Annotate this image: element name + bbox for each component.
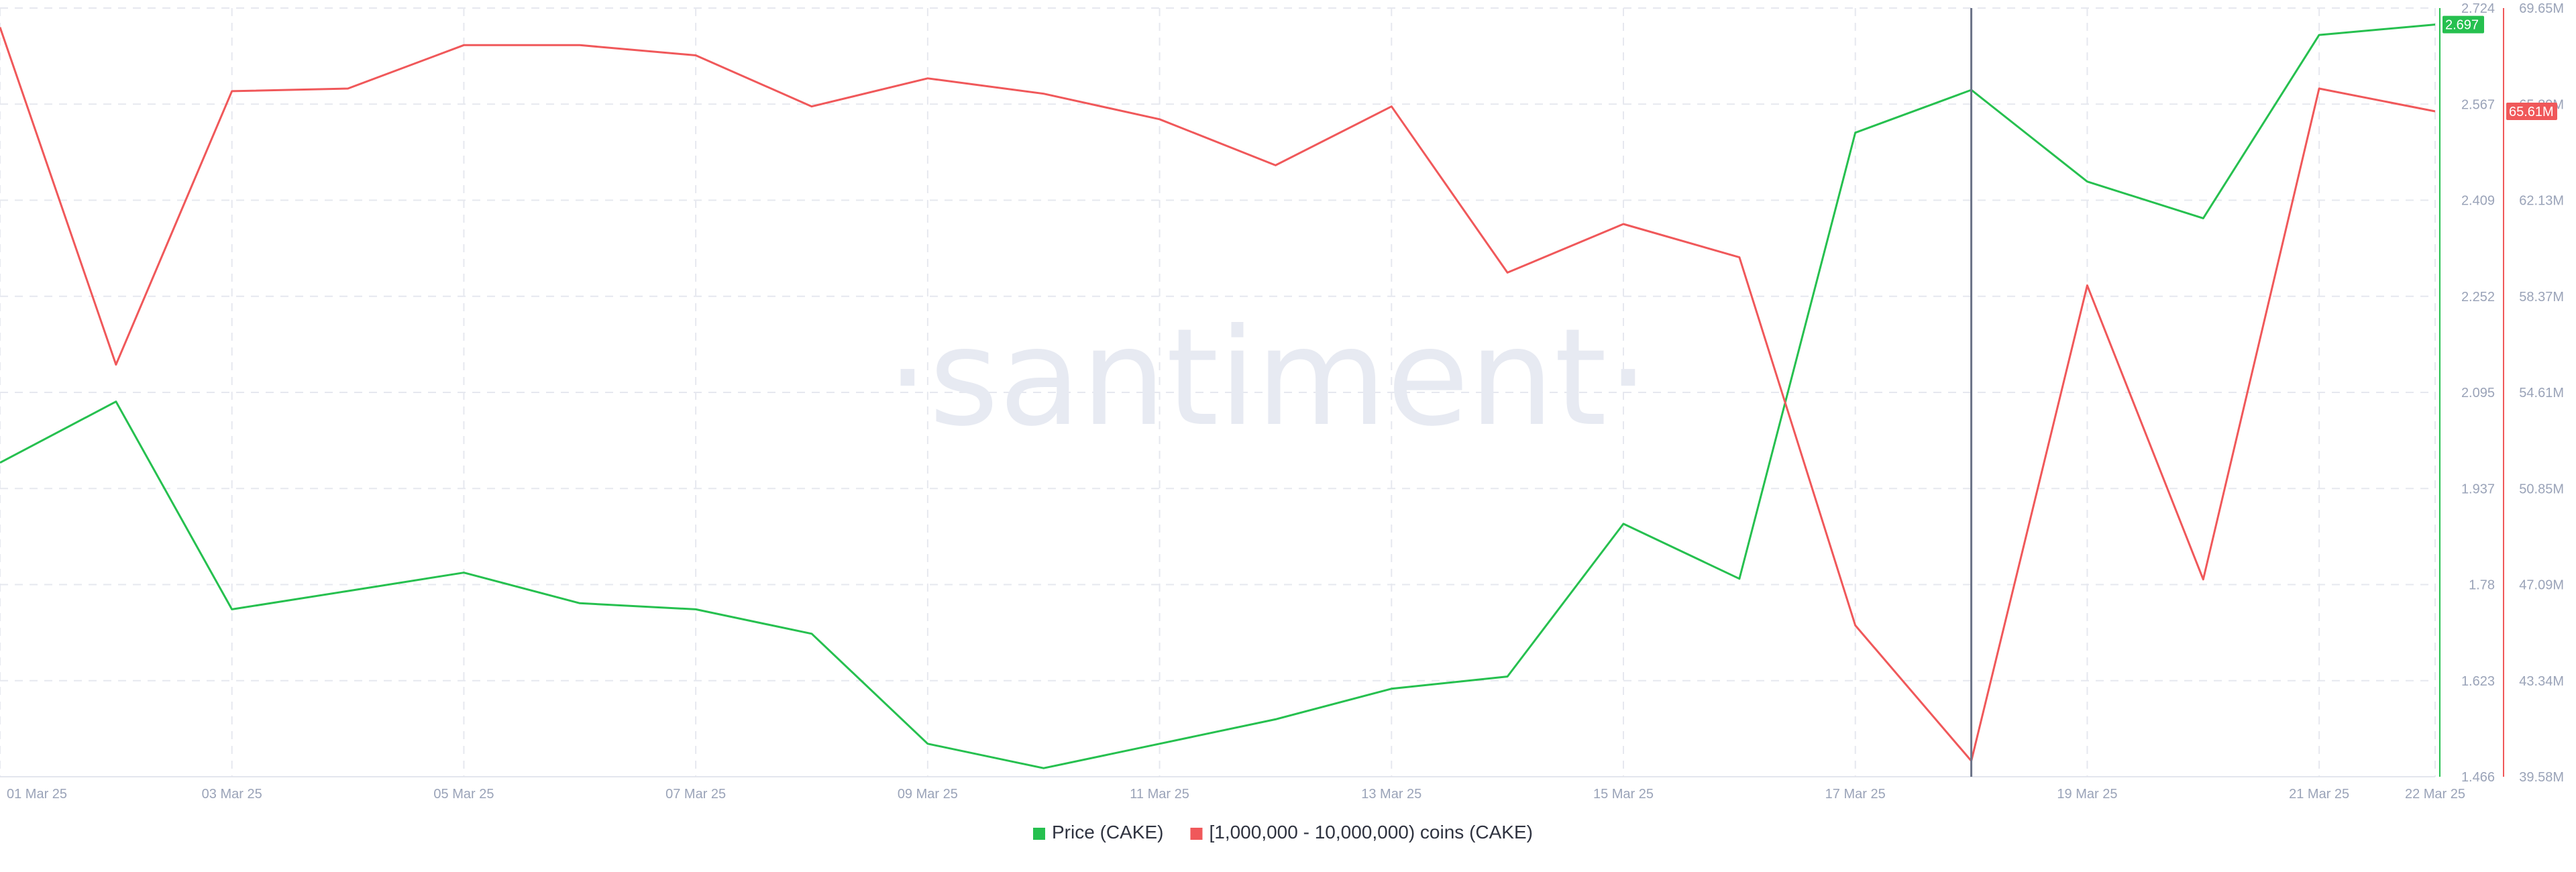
right-axis-tick: 54.61M [2519,386,2564,400]
left-axis-tick: 1.466 [2461,770,2495,785]
left-axis-tick: 1.78 [2469,578,2495,593]
x-axis: 01 Mar 25 03 Mar 25 05 Mar 25 07 Mar 25 09 M… [0,776,2465,802]
left-axis-tick: 2.567 [2461,97,2495,112]
holders-series-line [0,27,2436,762]
x-axis-tick: 11 Mar 25 [1130,787,1189,802]
price-value-badge [2443,15,2484,34]
x-axis-tick: 01 Mar 25 [7,787,67,802]
x-axis-tick: 13 Mar 25 [1361,787,1421,802]
legend[interactable]: Price (CAKE) [1,000,000 - 10,000,000) co… [1033,822,1533,842]
x-axis-tick: 19 Mar 25 [2057,787,2117,802]
x-axis-tick: 07 Mar 25 [665,787,726,802]
watermark: ·santiment· [886,300,1650,456]
right-axis-tick: 43.34M [2519,674,2564,689]
price-series-line [0,23,2436,769]
x-axis-tick: 03 Mar 25 [202,787,262,802]
legend-label-holders[interactable]: [1,000,000 - 10,000,000) coins (CAKE) [1209,822,1533,842]
x-axis-tick: 22 Mar 25 [2405,787,2465,802]
x-axis-tick: 21 Mar 25 [2289,787,2349,802]
x-axis-tick: 17 Mar 25 [1825,787,1886,802]
left-axis-tick: 1.623 [2461,674,2495,689]
right-axis-tick: 39.58M [2519,770,2564,785]
legend-label-price[interactable]: Price (CAKE) [1052,822,1163,842]
holders-value-badge [2506,102,2557,120]
value-badges: 2.697 65.61M [2443,15,2557,120]
left-axis: 2.724 2.567 2.409 2.252 2.095 1.937 1.78 1.623 1… [2439,1,2495,785]
right-axis-tick: 62.13M [2519,194,2564,209]
x-axis-tick: 15 Mar 25 [1593,787,1654,802]
legend-swatch-holders [1190,828,1203,840]
left-axis-tick: 2.409 [2461,194,2495,209]
x-axis-tick: 05 Mar 25 [433,787,494,802]
left-axis-tick: 2.095 [2461,386,2495,400]
series-lines [0,23,2436,769]
right-axis-tick: 58.37M [2519,290,2564,305]
left-axis-tick: 2.252 [2461,290,2495,305]
grid [0,7,2436,777]
left-axis-tick: 1.937 [2461,482,2495,496]
holders-value-label: 65.61M [2509,105,2554,119]
legend-swatch-price [1033,828,1045,840]
right-axis-tick: 69.65M [2519,1,2564,16]
price-value-label: 2.697 [2445,18,2479,33]
x-axis-tick: 09 Mar 25 [898,787,958,802]
right-axis-tick: 47.09M [2519,578,2564,593]
right-axis-tick: 50.85M [2519,482,2564,496]
left-axis-tick: 2.724 [2461,1,2495,16]
